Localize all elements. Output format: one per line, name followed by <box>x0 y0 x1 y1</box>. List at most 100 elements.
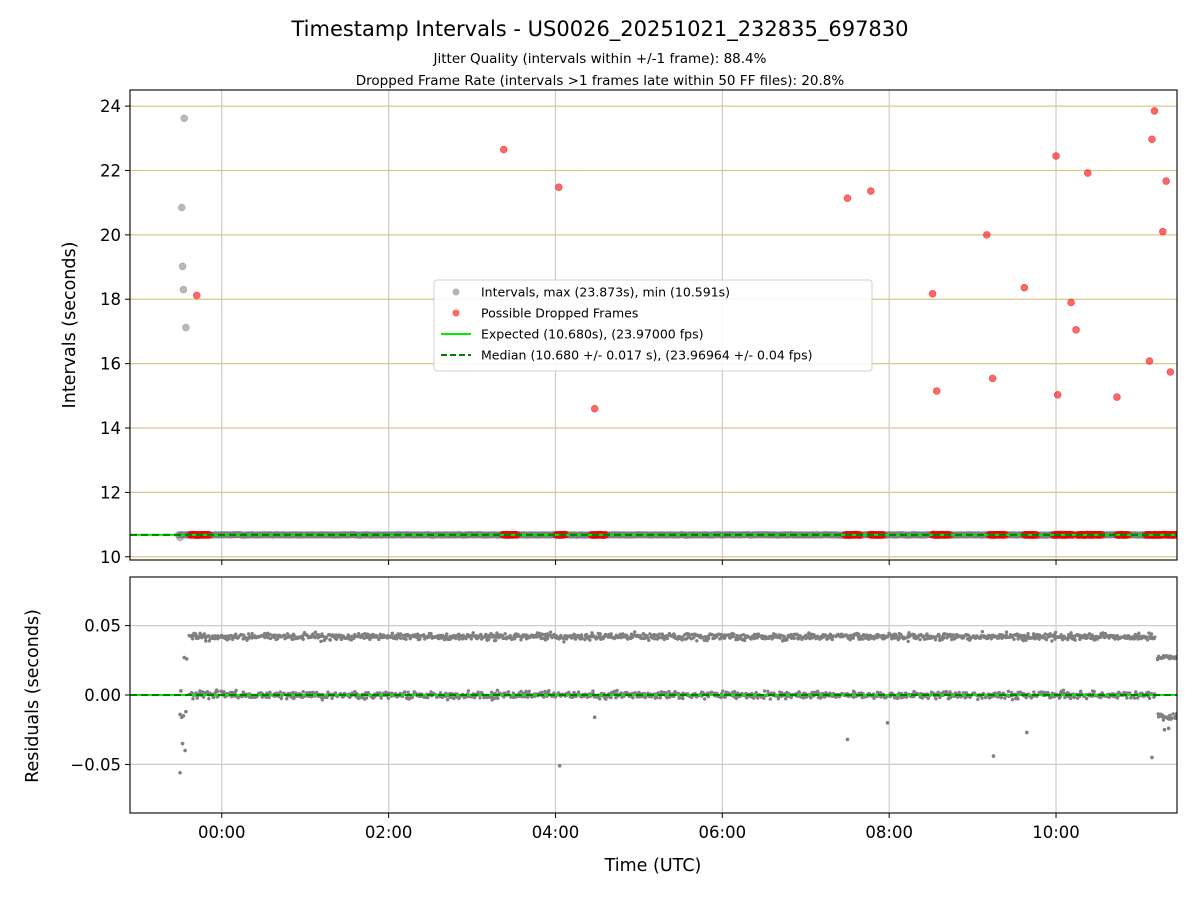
residual-point-1 <box>180 741 185 746</box>
residual-point-band-0-561 <box>633 630 637 634</box>
residual-point-band-1-281 <box>410 695 415 700</box>
residual-point-band-1-123 <box>285 697 289 701</box>
residual-point-9 <box>179 689 183 693</box>
residual-point-band-0-194 <box>341 634 345 638</box>
residual-point-band-0-496 <box>580 636 584 640</box>
residual-point-band-0-886 <box>890 637 894 641</box>
residual-point-band-1-1087 <box>1049 695 1053 700</box>
residual-point-band-1-154 <box>309 695 314 699</box>
residual-point-band-0-965 <box>952 636 956 640</box>
dropped-frame-point-16 <box>1113 393 1121 401</box>
residual-point-band-0-129 <box>291 637 295 641</box>
residual-point-band-1-278 <box>408 696 412 701</box>
residual-point-band-0-704 <box>745 635 749 639</box>
residual-point-18 <box>1166 726 1171 731</box>
residual-point-band-0-905 <box>906 639 910 644</box>
residual-point-band-0-469 <box>559 633 563 638</box>
residual-point-band-1-1037 <box>1010 697 1015 702</box>
residual-point-band-0-622 <box>680 635 685 639</box>
residual-point-band-0-802 <box>823 633 828 637</box>
time-x-axis-label: Time (UTC) <box>604 856 702 876</box>
interval-point-1 <box>177 203 186 212</box>
residual-point-band-1-249 <box>386 696 391 700</box>
residual-point-band-0-3 <box>190 637 195 641</box>
residual-point-band-1-460 <box>552 691 556 695</box>
residual-point-band-0-132 <box>292 633 296 638</box>
residual-point-band-0-844 <box>857 632 861 636</box>
residual-point-band-1-784 <box>810 690 814 695</box>
residuals-y-tick-label-2: −0.05 <box>70 755 121 774</box>
residual-point-band-0-578 <box>646 636 650 640</box>
residual-point-band-1-517 <box>598 697 602 701</box>
residual-point-band-0-178 <box>328 638 333 642</box>
residual-point-band-1-783 <box>808 696 813 700</box>
residual-point-band-0-593 <box>657 635 661 640</box>
residual-point-band-0-501 <box>584 632 589 637</box>
residual-point-band-1-272 <box>402 690 407 694</box>
dropped-frame-point-6 <box>928 289 937 298</box>
residual-point-band-1-1117 <box>1072 695 1077 699</box>
figure-title: Timestamp Intervals - US0026_20251021_23… <box>290 17 908 42</box>
residual-point-band-0-468 <box>559 636 563 640</box>
residual-point-band-0-12 <box>196 636 201 640</box>
residual-point-band-1-971 <box>957 690 961 695</box>
residual-point-band-0-144 <box>301 637 305 641</box>
residual-point-band-0-897 <box>899 632 903 637</box>
residual-point-band-1-366 <box>478 696 482 700</box>
residual-point-band-0-638 <box>693 634 697 638</box>
residual-point-band-1-1192 <box>1132 696 1137 700</box>
dropped-frame-point-13 <box>1067 298 1075 307</box>
residual-point-0 <box>178 770 182 775</box>
residual-point-band-0-1012 <box>989 637 994 641</box>
residual-point-band-0-837 <box>851 636 855 640</box>
residual-point-band-0-272 <box>404 637 408 641</box>
residual-point-band-1-649 <box>702 697 707 701</box>
residual-point-band-1-114 <box>278 690 283 694</box>
residual-point-band-0-220 <box>363 632 367 636</box>
residual-point-band-0-1196 <box>1136 637 1140 641</box>
residual-point-band-0-305 <box>429 631 433 636</box>
residuals-y-axis-label: Residuals (seconds) <box>23 609 43 783</box>
dropped-frame-point-3 <box>590 404 599 413</box>
residual-point-band-1-1028 <box>1003 696 1007 700</box>
intervals-y-tick-label-5: 20 <box>100 226 121 245</box>
residual-point-band-1-838 <box>851 695 856 699</box>
residual-point-band-1-1195 <box>1135 696 1140 700</box>
residual-point-band-1-942 <box>934 697 938 701</box>
residual-point-11 <box>592 715 597 720</box>
residual-point-band-0-495 <box>579 633 584 637</box>
residual-point-band-0-921 <box>918 637 922 642</box>
residual-point-band-0-358 <box>471 631 475 635</box>
dropped-frame-point-9 <box>988 374 997 383</box>
residual-point-2 <box>183 748 187 753</box>
interval-point-4 <box>182 323 190 332</box>
residual-point-band-0-746 <box>778 633 783 637</box>
legend-entry-2: Expected (10.680s), (23.97000 fps) <box>481 327 703 342</box>
residual-point-band-0-452 <box>545 637 550 641</box>
residual-point-band-1-478 <box>567 690 571 695</box>
dropped-frame-point-21 <box>1162 177 1170 185</box>
intervals-frame <box>129 89 1178 561</box>
residuals-x-tick-label-1: 02:00 <box>365 823 413 842</box>
residual-point-band-1-1194 <box>1134 690 1138 694</box>
residual-point-band-0-740 <box>773 633 778 637</box>
residual-point-band-1-1065 <box>1032 690 1036 694</box>
residual-point-band-0-158 <box>312 635 317 639</box>
residual-point-band-0-954 <box>945 636 949 640</box>
residual-point-band-0-1160 <box>1107 636 1111 640</box>
residual-point-band-0-639 <box>695 639 699 643</box>
interval-point-3 <box>179 285 188 294</box>
legend-entry-1: Possible Dropped Frames <box>481 306 638 321</box>
residual-point-band-0-586 <box>652 637 657 641</box>
residual-point-band-0-766 <box>794 633 799 637</box>
residual-point-band-1-30 <box>211 695 216 700</box>
residual-point-band-1-1210 <box>1146 690 1151 694</box>
residual-point-band-0-1152 <box>1101 631 1105 635</box>
residuals-x-tick-label-4: 08:00 <box>865 823 913 842</box>
residual-point-band-0-255 <box>390 631 394 636</box>
residual-point-band-0-931 <box>925 633 929 637</box>
residual-point-band-0-441 <box>537 631 541 636</box>
intervals-y-tick-label-6: 22 <box>100 161 121 180</box>
residual-point-band-0-914 <box>912 633 917 637</box>
residual-point-band-0-671 <box>719 636 723 640</box>
